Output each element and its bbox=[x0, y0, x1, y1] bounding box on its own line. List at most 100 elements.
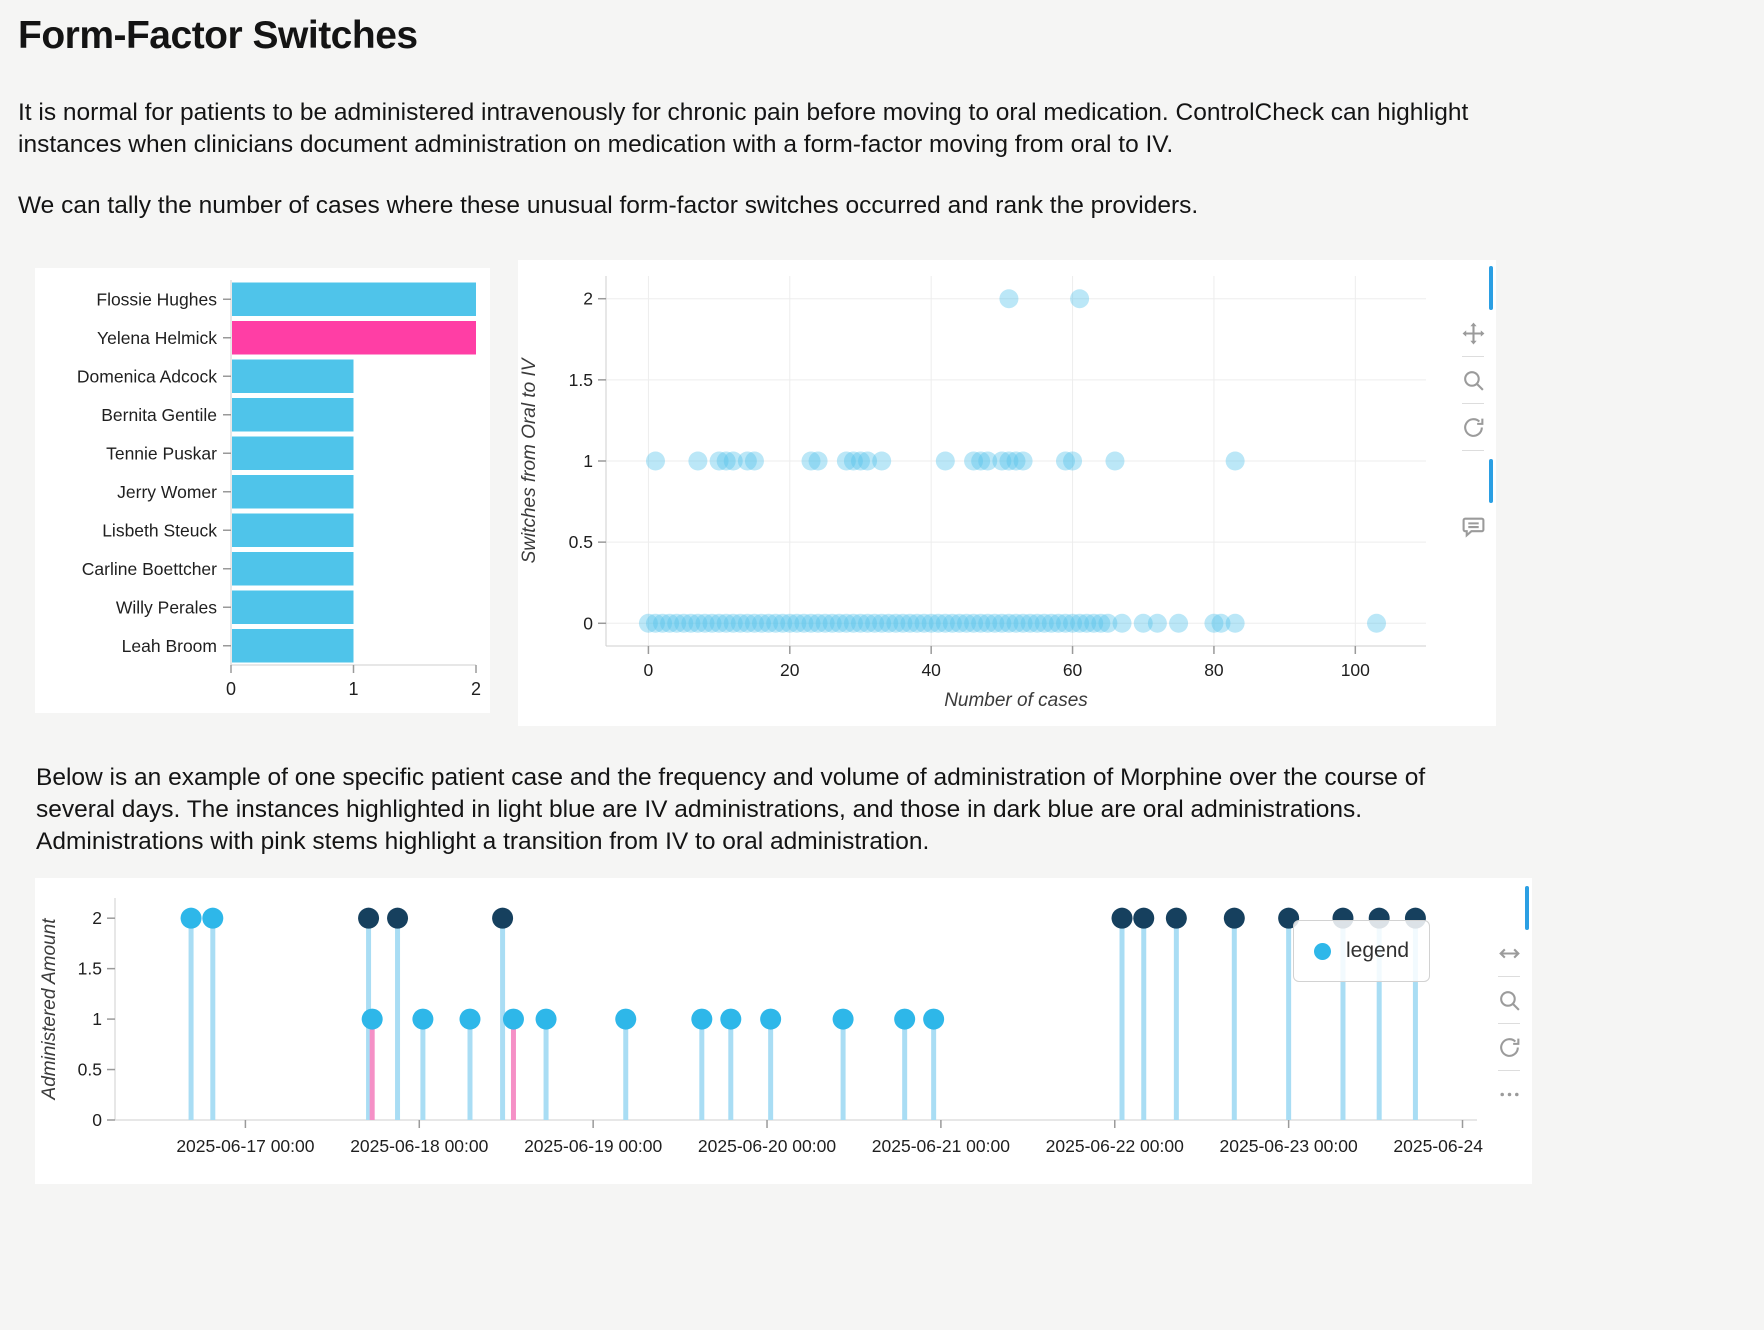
x-tick-label: 2025-06-24 00:00 bbox=[1393, 1136, 1485, 1156]
pan-icon bbox=[1462, 322, 1484, 344]
scatter-point bbox=[879, 613, 899, 633]
pan-tool-button[interactable] bbox=[1457, 318, 1489, 348]
iv-administration-marker bbox=[459, 1008, 481, 1030]
scatter-point bbox=[971, 613, 991, 633]
scatter-point bbox=[964, 451, 984, 471]
zoom-icon bbox=[1499, 990, 1520, 1011]
scatter-point bbox=[1055, 613, 1075, 633]
y-tick-label: 0.5 bbox=[569, 532, 593, 552]
scatter-point bbox=[957, 613, 977, 633]
scatter-point bbox=[1034, 613, 1054, 633]
oral-administration-marker bbox=[492, 907, 514, 929]
scatter-point bbox=[674, 613, 694, 633]
scatter-point bbox=[766, 613, 786, 633]
x-tick-label: 1 bbox=[348, 679, 358, 699]
y-tick-label: 0 bbox=[92, 1110, 102, 1130]
scatter-point bbox=[1367, 613, 1387, 633]
toolbar-divider bbox=[1462, 356, 1484, 357]
scatter-point bbox=[1077, 613, 1097, 633]
active-tool-indicator bbox=[1489, 266, 1493, 310]
scatter-point bbox=[695, 613, 715, 633]
legend: legend bbox=[1293, 920, 1431, 982]
page-title: Form-Factor Switches bbox=[18, 14, 418, 57]
x-tick-label: 2025-06-22 00:00 bbox=[1046, 1136, 1184, 1156]
scatter-point bbox=[992, 613, 1012, 633]
morphine-stem-canvas[interactable]: 0 0.5 1 1.5 2 2025-06-17 00:00 2025-06-18 00:0… bbox=[35, 882, 1485, 1182]
oral-administration-marker bbox=[1223, 907, 1245, 929]
scatter-point bbox=[808, 613, 828, 633]
x-tick-label: 2025-06-20 00:00 bbox=[698, 1136, 836, 1156]
scatter-point bbox=[843, 451, 863, 471]
reset-tool-button[interactable] bbox=[1457, 412, 1489, 442]
active-tool-indicator bbox=[1525, 886, 1529, 930]
scatter-point bbox=[1041, 613, 1061, 633]
scatter-point bbox=[1225, 613, 1245, 633]
scatter-point bbox=[1020, 613, 1040, 633]
reset-icon bbox=[1499, 1037, 1519, 1057]
scatter-point bbox=[1169, 613, 1189, 633]
y-tick-label: 0.5 bbox=[78, 1060, 102, 1080]
scatter-point bbox=[843, 613, 863, 633]
x-tick-label: 0 bbox=[644, 660, 654, 680]
active-tool-indicator bbox=[1489, 459, 1493, 503]
scatter-point bbox=[858, 613, 878, 633]
provider-bar-chart: Flossie Hughes Yelena Helmick Domenica Adc… bbox=[35, 268, 490, 713]
bar-category-label: Leah Broom bbox=[122, 636, 217, 656]
scatter-point bbox=[850, 451, 870, 471]
x-tick-label: 60 bbox=[1063, 660, 1083, 680]
toolbar-divider bbox=[1498, 976, 1520, 977]
iv-administration-marker bbox=[202, 907, 224, 929]
scatter-point bbox=[1013, 451, 1033, 471]
y-tick-label: 1 bbox=[92, 1009, 102, 1029]
morphine-stem-chart: 0 0.5 1 1.5 2 2025-06-17 00:00 2025-06-18 00:0… bbox=[35, 878, 1532, 1184]
scatter-point bbox=[1091, 613, 1111, 633]
scatter-point bbox=[1013, 613, 1033, 633]
legend-label: legend bbox=[1346, 939, 1410, 962]
more-tools-button[interactable] bbox=[1493, 1079, 1525, 1109]
reset-tool-button[interactable] bbox=[1493, 1032, 1525, 1062]
tally-paragraph: We can tally the number of cases where t… bbox=[18, 192, 1199, 219]
scatter-point bbox=[999, 451, 1019, 471]
iv-administration-marker bbox=[412, 1008, 434, 1030]
iv-administration-marker bbox=[361, 1008, 383, 1030]
scatter-point bbox=[949, 613, 969, 633]
scatter-point bbox=[1063, 451, 1083, 471]
scatter-toolbar bbox=[1452, 266, 1494, 541]
bar-category-label: Carline Boettcher bbox=[82, 559, 217, 579]
scatter-point bbox=[780, 613, 800, 633]
scatter-point bbox=[900, 613, 920, 633]
provider-bar-canvas[interactable]: Flossie Hughes Yelena Helmick Domenica Adc… bbox=[35, 268, 490, 713]
scatter-point bbox=[801, 613, 821, 633]
scatter-point bbox=[744, 451, 764, 471]
bar bbox=[232, 552, 354, 586]
scatter-point bbox=[653, 613, 673, 633]
scatter-point bbox=[1084, 613, 1104, 633]
bar bbox=[232, 321, 476, 355]
bar bbox=[232, 629, 354, 663]
iv-administration-marker bbox=[691, 1008, 713, 1030]
stem-toolbar bbox=[1488, 886, 1530, 1109]
scatter-point bbox=[752, 613, 772, 633]
scatter-point bbox=[759, 613, 779, 633]
scatter-point bbox=[801, 451, 821, 471]
bar-category-label: Lisbeth Steuck bbox=[102, 520, 217, 540]
scatter-point bbox=[935, 451, 955, 471]
scatter-point bbox=[645, 613, 665, 633]
scatter-point bbox=[985, 613, 1005, 633]
zoom-tool-button[interactable] bbox=[1457, 365, 1489, 395]
pan-horizontal-tool-button[interactable] bbox=[1493, 938, 1525, 968]
hover-tool-button[interactable] bbox=[1457, 511, 1489, 541]
scatter-point bbox=[1105, 451, 1125, 471]
scatter-point bbox=[638, 613, 658, 633]
scatter-point bbox=[1211, 613, 1231, 633]
zoom-tool-button[interactable] bbox=[1493, 985, 1525, 1015]
x-tick-label: 100 bbox=[1341, 660, 1370, 680]
y-axis-label: Switches from Oral to IV bbox=[519, 356, 540, 563]
scatter-point bbox=[1112, 613, 1132, 633]
scatter-point bbox=[1204, 613, 1224, 633]
x-tick-label: 2025-06-17 00:00 bbox=[176, 1136, 314, 1156]
toolbar-divider bbox=[1498, 1070, 1520, 1071]
scatter-point bbox=[688, 613, 708, 633]
scatter-point bbox=[999, 289, 1019, 309]
